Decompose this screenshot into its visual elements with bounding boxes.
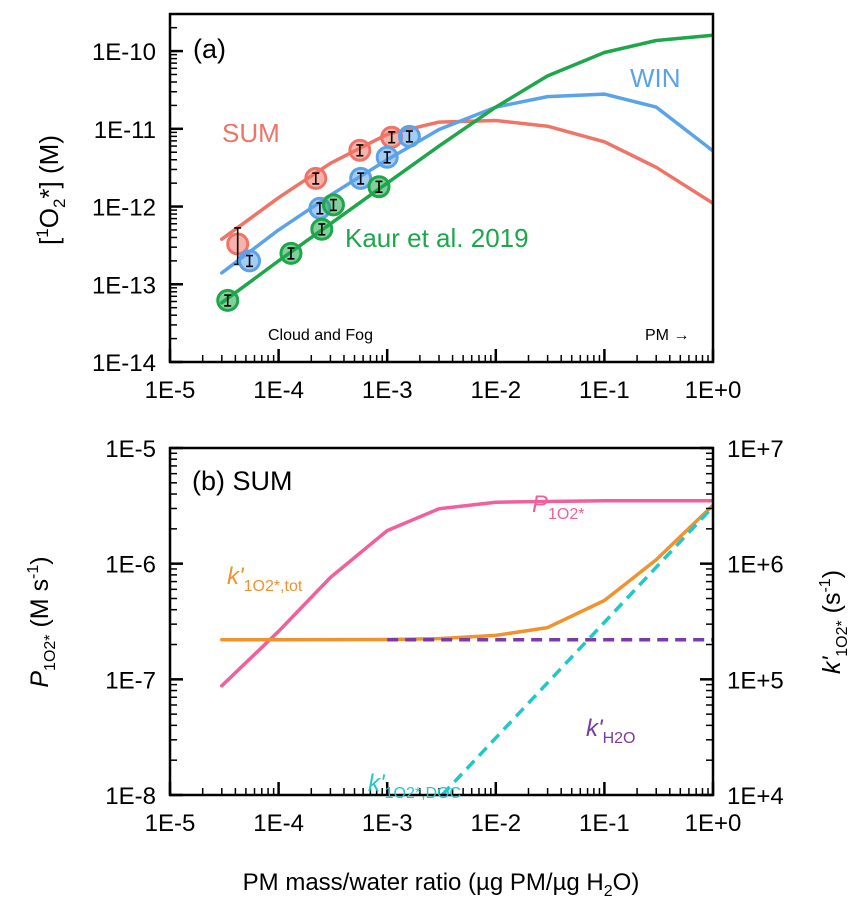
x-tick-label: 1E-2 <box>470 377 521 404</box>
x-tick-label: 1E-2 <box>470 810 521 837</box>
x-tick-label: 1E+0 <box>685 377 742 404</box>
data-point-kaur-et-al-2019 <box>279 241 303 265</box>
x-tick-label: 1E-1 <box>579 377 630 404</box>
panel-b-ylabel: P1O2* (M s-1) <box>25 556 59 687</box>
panel-a-frame <box>168 12 715 364</box>
series-label-win: WIN <box>630 63 681 93</box>
x-tick-label: 1E-4 <box>253 377 304 404</box>
y-tick-label: 1E-13 <box>92 272 156 299</box>
y-tick-label: 1E-5 <box>105 436 156 463</box>
y2-tick-label: 1E+7 <box>727 436 784 463</box>
y-tick-label: 1E-12 <box>92 195 156 222</box>
series-line-kaur-et-al-2019 <box>220 33 713 305</box>
annotation-pm-arrow: PM → <box>645 327 689 344</box>
series-line-k-1o2-tot <box>220 503 713 642</box>
y-tick-label: 1E-10 <box>92 39 156 66</box>
panel-b-y2label: k'1O2* (s-1) <box>817 570 851 674</box>
series-label-kh2o: k'H2O <box>586 715 636 747</box>
panel-b-label: (b) SUM <box>192 466 293 496</box>
x-tick-label: 1E-5 <box>145 377 196 404</box>
series-line-sum <box>220 118 713 241</box>
panel-a-ylabel: [1O2*] (M) <box>33 135 69 245</box>
x-tick-label: 1E-3 <box>362 810 413 837</box>
panel-b-frame <box>168 446 715 797</box>
data-point-sum <box>348 138 372 162</box>
x-axis-title: PM mass/water ratio (µg PM/µg H2O) <box>243 869 640 900</box>
x-tick-label: 1E-1 <box>579 810 630 837</box>
data-point-win <box>397 124 421 148</box>
series-label-ktot: k'1O2*,tot <box>227 563 303 595</box>
x-tick-label: 1E-3 <box>362 377 413 404</box>
panel-a-label: (a) <box>193 34 226 64</box>
y2-tick-label: 1E+5 <box>727 667 784 694</box>
data-point-win <box>238 249 262 273</box>
data-point-kaur-et-al-2019 <box>216 288 240 312</box>
y-tick-label: 1E-7 <box>105 667 156 694</box>
y2-tick-label: 1E+4 <box>727 783 784 810</box>
data-point-kaur-et-al-2019 <box>367 175 391 199</box>
series-label-p1o2: P1O2* <box>532 491 584 523</box>
data-point-sum <box>304 166 328 190</box>
y-tick-label: 1E-11 <box>94 117 156 144</box>
panel-b: (b) SUM 1E-5 1E-4 1E-3 1E-2 1E-1 1E+0 1E-81E-… <box>25 436 851 900</box>
x-tick-label: 1E-5 <box>145 810 196 837</box>
y-tick-label: 1E-14 <box>92 350 156 377</box>
y2-tick-label: 1E+6 <box>727 552 784 579</box>
series-label-sum: SUM <box>222 118 280 148</box>
y-tick-label: 1E-8 <box>105 783 156 810</box>
data-point-kaur-et-al-2019 <box>310 217 334 241</box>
series-line-p1o2 <box>220 498 713 688</box>
data-point-win <box>375 145 399 169</box>
data-point-win <box>349 166 373 190</box>
panel-a: (a) 1E-5 1E-4 1E-3 1E-2 1E-1 1E+0 1E-14 1E-13 1… <box>33 12 742 404</box>
x-tick-label: 1E+0 <box>685 810 742 837</box>
series-line-win <box>220 92 713 275</box>
y-tick-label: 1E-6 <box>105 552 156 579</box>
series-line-k-1o2-doc <box>440 505 713 795</box>
annotation-cloud-fog: Cloud and Fog <box>268 327 373 344</box>
data-point-sum <box>226 227 250 266</box>
x-tick-label: 1E-4 <box>253 810 304 837</box>
series-label-kdoc: k'1O2*,DOC <box>368 770 461 802</box>
data-point-kaur-et-al-2019 <box>321 193 345 217</box>
series-label-kaur: Kaur et al. 2019 <box>345 223 529 253</box>
